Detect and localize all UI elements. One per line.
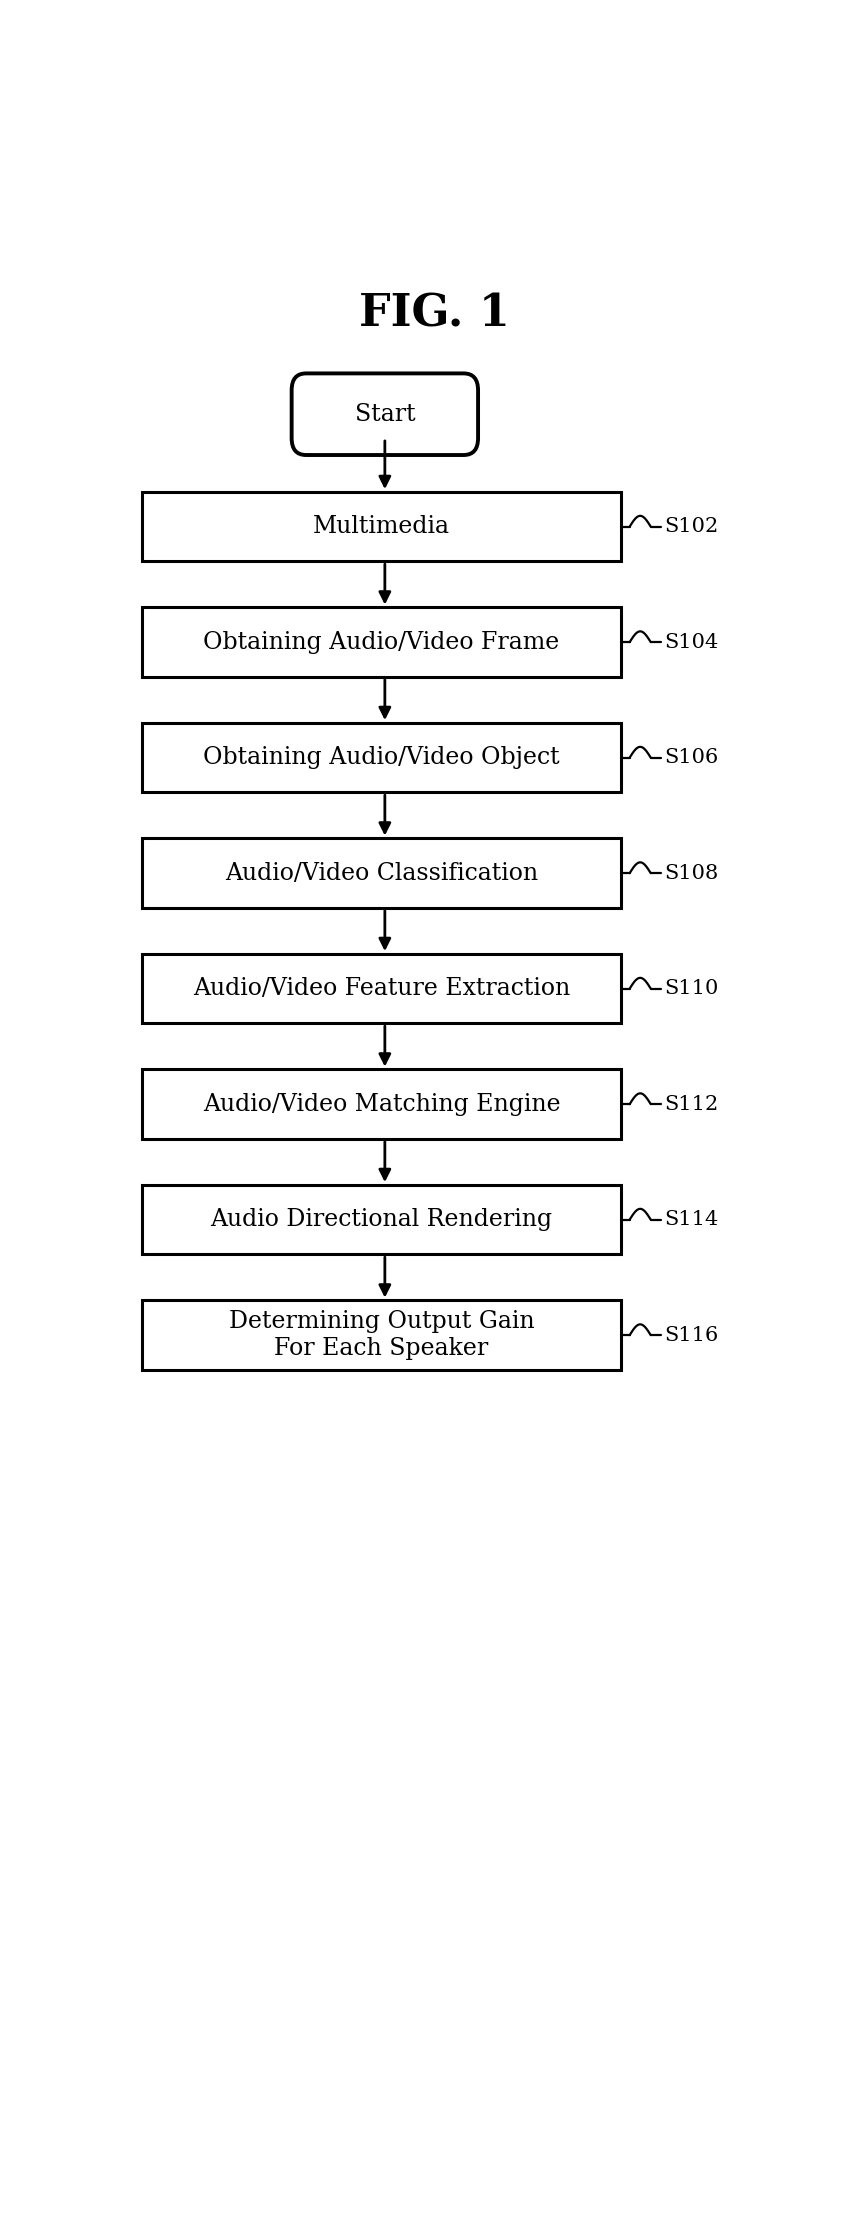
Text: S102: S102: [664, 517, 718, 535]
Bar: [142, 607, 621, 676]
Bar: [142, 954, 621, 1023]
Text: Obtaining Audio/Video Object: Obtaining Audio/Video Object: [203, 746, 560, 770]
Bar: [142, 493, 621, 562]
Bar: [142, 837, 621, 907]
Bar: [142, 1301, 621, 1370]
Bar: [142, 723, 621, 793]
Text: Start: Start: [355, 403, 415, 425]
Text: Audio/Video Matching Engine: Audio/Video Matching Engine: [202, 1093, 561, 1115]
Text: Multimedia: Multimedia: [313, 515, 450, 537]
Text: S108: S108: [664, 864, 718, 882]
Text: S116: S116: [664, 1325, 718, 1346]
Text: S106: S106: [664, 748, 718, 768]
Bar: [142, 1184, 621, 1254]
Text: Obtaining Audio/Video Frame: Obtaining Audio/Video Frame: [203, 631, 560, 654]
Text: Determining Output Gain
For Each Speaker: Determining Output Gain For Each Speaker: [229, 1310, 534, 1359]
Bar: [142, 1070, 621, 1140]
FancyBboxPatch shape: [291, 374, 478, 455]
Text: S114: S114: [664, 1209, 718, 1229]
Text: FIG. 1: FIG. 1: [359, 293, 509, 336]
Text: Audio/Video Classification: Audio/Video Classification: [225, 862, 538, 884]
Text: Audio Directional Rendering: Audio Directional Rendering: [211, 1209, 552, 1231]
Text: S112: S112: [664, 1095, 718, 1113]
Text: S104: S104: [664, 634, 718, 652]
Text: S110: S110: [664, 978, 718, 999]
Text: Audio/Video Feature Extraction: Audio/Video Feature Extraction: [193, 976, 570, 1001]
